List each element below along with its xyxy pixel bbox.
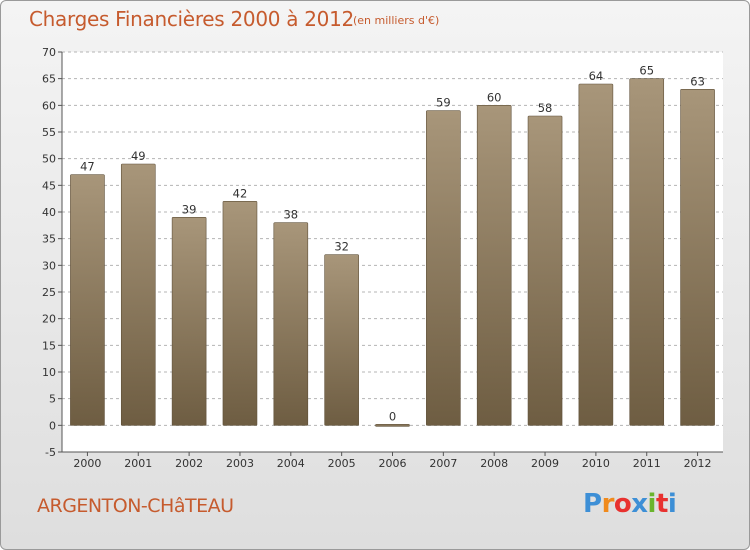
logo-letter: r — [601, 489, 615, 519]
bar-2012[interactable] — [680, 89, 715, 426]
data-label-2010: 64 — [589, 69, 604, 83]
x-tick-label: 2011 — [633, 457, 661, 470]
logo-letter: t — [655, 489, 668, 519]
logo-letter: i — [647, 489, 657, 519]
data-label-2012: 63 — [690, 74, 705, 88]
y-tick-label: 55 — [42, 126, 56, 139]
logo-letter: P — [583, 489, 602, 519]
y-tick-label: 15 — [42, 339, 56, 352]
bar-2003[interactable] — [222, 201, 258, 426]
bars — [70, 78, 715, 427]
x-tick-label: 2001 — [124, 457, 152, 470]
plot-area — [62, 52, 723, 452]
bar-2007[interactable] — [426, 110, 461, 426]
bar-2001[interactable] — [120, 163, 156, 426]
proxiti-logo[interactable]: Proxiti — [583, 489, 677, 519]
data-label-2005: 32 — [334, 240, 349, 254]
data-label-2008: 60 — [487, 90, 502, 104]
y-tick-label: 45 — [42, 179, 56, 192]
y-tick-label: 30 — [42, 259, 56, 272]
x-tick-label: 2010 — [582, 457, 610, 470]
y-axis: -5 0 5 10 15 20 25 30 35 40 45 50 55 60 65 70 — [42, 46, 63, 459]
y-tick-label: 10 — [42, 366, 56, 379]
y-tick-label: 40 — [42, 206, 56, 219]
chart-subtitle: (en milliers d'€) — [353, 14, 440, 27]
data-label-2001: 49 — [131, 149, 146, 163]
data-label-2004: 38 — [283, 208, 298, 222]
bar-2010[interactable] — [578, 83, 614, 426]
bar-2004[interactable] — [273, 222, 309, 426]
data-label-2011: 65 — [639, 64, 654, 78]
bar-2000[interactable] — [70, 174, 105, 426]
x-tick-label: 2008 — [480, 457, 508, 470]
x-axis: 2000 2001 2002 2003 2004 2005 2006 2007 2008 2009… — [62, 451, 723, 470]
bar-2008[interactable] — [476, 105, 512, 426]
x-tick-label: 2007 — [429, 457, 457, 470]
x-tick-label: 2005 — [328, 457, 356, 470]
x-tick-label: 2000 — [73, 457, 101, 470]
data-label-2006: 0 — [389, 409, 396, 423]
bar-2002[interactable] — [171, 217, 207, 426]
x-tick-label: 2004 — [277, 457, 305, 470]
y-tick-label: -5 — [45, 446, 56, 459]
data-label-2007: 59 — [436, 96, 451, 110]
y-tick-label: 25 — [42, 286, 56, 299]
x-tick-label: 2012 — [684, 457, 712, 470]
y-tick-label: 50 — [42, 153, 56, 166]
data-labels: 47 49 39 42 38 32 0 59 60 58 64 65 63 — [80, 64, 705, 424]
x-tick-label: 2003 — [226, 457, 254, 470]
logo-letter: o — [613, 489, 632, 519]
data-label-2000: 47 — [80, 160, 95, 174]
bar-2005[interactable] — [324, 254, 359, 426]
x-tick-label: 2006 — [379, 457, 407, 470]
y-tick-label: 35 — [42, 233, 56, 246]
y-tick-label: 5 — [49, 393, 56, 406]
logo-letter: x — [631, 489, 648, 519]
x-tick-label: 2009 — [531, 457, 559, 470]
place-name: ARGENTON-CHâTEAU — [37, 495, 234, 517]
data-label-2009: 58 — [538, 101, 553, 115]
y-tick-label: 60 — [42, 99, 56, 112]
data-label-2003: 42 — [233, 186, 248, 200]
logo-letter: i — [667, 489, 677, 519]
y-tick-label: 65 — [42, 73, 56, 86]
y-tick-label: 70 — [42, 46, 56, 59]
y-tick-label: 20 — [42, 313, 56, 326]
y-tick-label: 0 — [49, 419, 56, 432]
x-tick-label: 2002 — [175, 457, 203, 470]
bar-2009[interactable] — [527, 115, 563, 426]
data-label-2002: 39 — [182, 202, 197, 216]
chart-title: Charges Financières 2000 à 2012 — [29, 7, 354, 31]
bar-2006[interactable] — [375, 424, 410, 427]
bar-2011[interactable] — [629, 78, 665, 426]
